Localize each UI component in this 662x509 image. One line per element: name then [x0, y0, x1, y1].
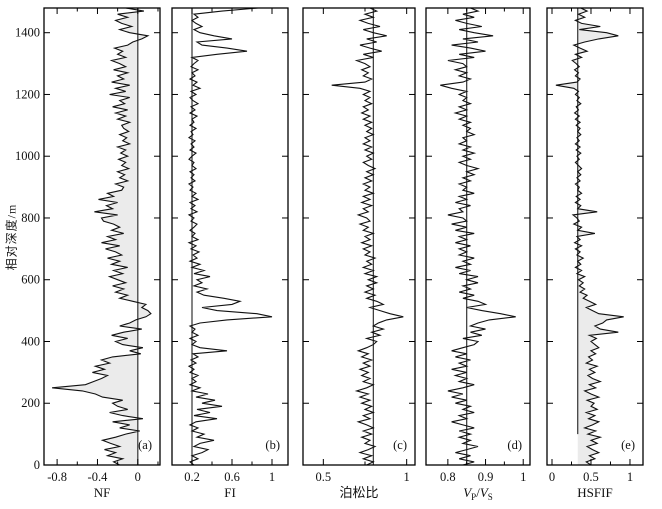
log-curve-fi — [187, 7, 273, 466]
y-ticks — [172, 32, 288, 466]
x-tick-label: 0.2 — [184, 470, 200, 484]
y-ticks — [547, 32, 643, 466]
y-tick-label: 800 — [21, 211, 40, 225]
x-tick-label: 1 — [404, 470, 410, 484]
panel-letter: (b) — [265, 438, 280, 452]
panel-letter: (d) — [507, 438, 522, 452]
x-ticks — [551, 8, 631, 465]
x-tick-label: 1 — [520, 470, 526, 484]
curve-reference-fill — [52, 8, 151, 465]
y-ticks — [303, 32, 415, 466]
panel-b: 0.2 0.6 1 (b) FI — [171, 7, 289, 500]
x-tick-label: -0.8 — [47, 470, 67, 484]
panel-border — [546, 7, 644, 466]
x-tick-label: 0.6 — [224, 470, 240, 484]
panel-border — [302, 7, 416, 466]
panel-border — [43, 7, 161, 466]
y-tick-label: 1400 — [15, 26, 40, 40]
x-ticks — [56, 8, 159, 465]
panel-border — [171, 7, 289, 466]
panel-letter: (a) — [138, 438, 152, 452]
y-tick-label: 0 — [34, 458, 40, 472]
x-tick-label: 0.8 — [440, 470, 456, 484]
curve-reference-fill — [555, 8, 624, 465]
panel-c: 0.5 1 (c) 泊松比 — [302, 7, 416, 500]
x-axis-title: NF — [94, 485, 111, 500]
log-curve-hsfif — [555, 7, 624, 466]
y-ticks — [44, 32, 160, 466]
x-axis-title: FI — [224, 485, 236, 500]
y-tick-label: 200 — [21, 396, 40, 410]
x-ticks — [322, 8, 408, 465]
x-tick-label: 0.5 — [316, 470, 332, 484]
x-tick-label: -0.4 — [88, 470, 109, 484]
x-tick-label: 1 — [627, 470, 633, 484]
log-curve-nf — [52, 7, 152, 466]
x-axis-title: HSFIF — [577, 485, 612, 500]
x-tick-label: 0.5 — [583, 470, 599, 484]
y-tick-label: 1000 — [15, 149, 40, 163]
y-tick-labels: 0 200 400 600 800 1000 1200 1400 — [15, 26, 40, 472]
x-tick-label: 0 — [135, 470, 141, 484]
y-tick-label: 400 — [21, 334, 40, 348]
x-ticks — [191, 8, 273, 465]
panel-border — [425, 7, 531, 466]
log-curve-vp/vs — [440, 7, 516, 466]
y-tick-label: 1200 — [15, 87, 40, 101]
x-tick-label: 0 — [549, 470, 555, 484]
log-curve-泊松比 — [331, 7, 404, 466]
x-tick-label: 0.9 — [478, 470, 494, 484]
panel-d: 0.8 0.9 1 (d) VP​/VS​ — [425, 7, 531, 502]
panel-a: -0.8 -0.4 0 (a) NF — [43, 7, 161, 500]
x-axis-title: VP​/VS​ — [463, 485, 493, 502]
x-ticks — [447, 8, 524, 465]
panel-e: 0 0.5 1 (e) HSFIF — [546, 7, 644, 500]
x-tick-label: 1 — [269, 470, 275, 484]
panel-letter: (e) — [621, 438, 635, 452]
y-tick-label: 600 — [21, 273, 40, 287]
panel-letter: (c) — [393, 438, 407, 452]
x-axis-title: 泊松比 — [339, 485, 378, 500]
y-ticks — [426, 32, 530, 466]
